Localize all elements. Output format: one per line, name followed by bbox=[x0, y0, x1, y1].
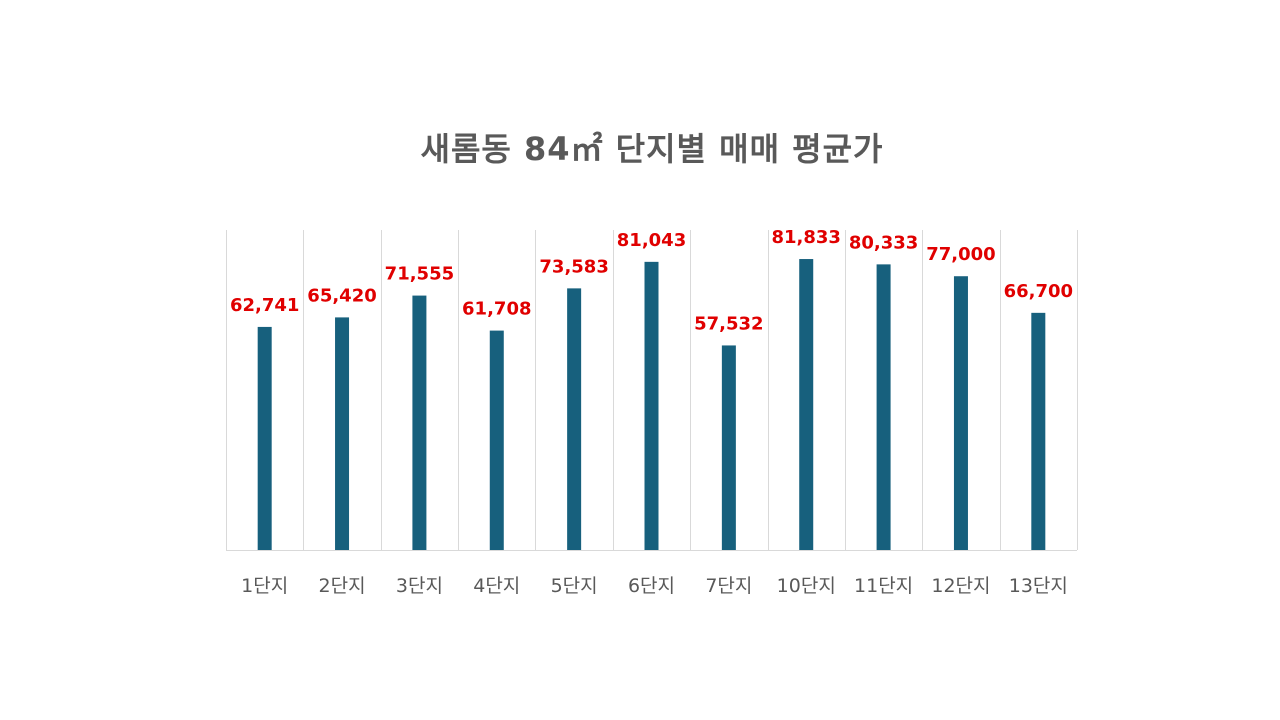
bar-series bbox=[257, 259, 1046, 550]
bar bbox=[489, 330, 504, 550]
bar bbox=[721, 345, 736, 550]
category-axis-labels: 1단지 2단지 3단지 4단지 5단지 6단지 7단지 10단지 11단지 12단지 13단지 bbox=[241, 575, 1068, 597]
bar bbox=[567, 288, 582, 550]
bar bbox=[412, 295, 427, 550]
bar bbox=[1031, 312, 1046, 550]
data-labels: 62,741 65,420 71,555 61,708 73,583 81,043 57,5… bbox=[230, 227, 1073, 334]
x-tick-label: 2단지 bbox=[319, 575, 366, 597]
data-label: 81,043 bbox=[617, 230, 686, 251]
x-tick-label: 6단지 bbox=[628, 575, 675, 597]
data-label: 61,708 bbox=[462, 299, 531, 320]
data-label: 77,000 bbox=[926, 244, 995, 265]
x-tick-label: 4단지 bbox=[473, 575, 520, 597]
bar bbox=[644, 261, 659, 550]
x-tick-label: 10단지 bbox=[777, 575, 836, 597]
x-tick-label: 5단지 bbox=[551, 575, 598, 597]
x-tick-label: 12단지 bbox=[931, 575, 990, 597]
data-label: 71,555 bbox=[385, 264, 454, 285]
x-tick-label: 1단지 bbox=[241, 575, 288, 597]
x-tick-label: 11단지 bbox=[854, 575, 913, 597]
data-label: 66,700 bbox=[1004, 281, 1073, 302]
x-tick-label: 7단지 bbox=[705, 575, 752, 597]
x-tick-label: 3단지 bbox=[396, 575, 443, 597]
data-label: 65,420 bbox=[307, 285, 376, 306]
grid-lines bbox=[226, 230, 1078, 551]
chart-title: 새롬동 84㎡ 단지별 매매 평균가 bbox=[420, 130, 884, 168]
bar bbox=[799, 259, 814, 550]
x-tick-label: 13단지 bbox=[1009, 575, 1068, 597]
data-label: 80,333 bbox=[849, 232, 918, 253]
bar bbox=[257, 326, 272, 550]
bar bbox=[953, 276, 968, 550]
data-label: 62,741 bbox=[230, 295, 299, 316]
data-label: 81,833 bbox=[771, 227, 840, 248]
data-label: 57,532 bbox=[694, 313, 763, 334]
bar bbox=[876, 264, 891, 550]
bar bbox=[335, 317, 350, 550]
data-label: 73,583 bbox=[539, 256, 608, 277]
